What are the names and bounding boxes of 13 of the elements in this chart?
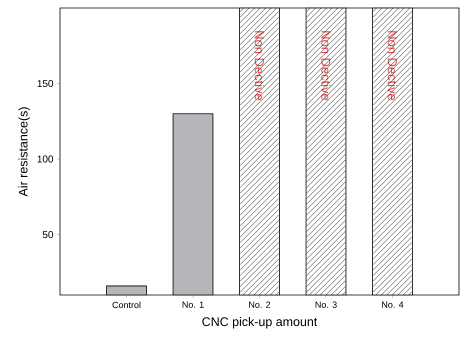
x-tick-label: No. 1 bbox=[182, 302, 204, 308]
x-tick-label: Control bbox=[112, 302, 140, 308]
y-tick-label: 100 bbox=[38, 156, 54, 163]
data-label: Non Dective bbox=[254, 31, 264, 100]
y-axis-title: Air resistance(s) bbox=[18, 107, 30, 196]
x-axis-title: CNC pick-up amount bbox=[202, 316, 318, 329]
data-label: Non Dective bbox=[321, 31, 331, 100]
data-label: Non Dective bbox=[388, 31, 398, 100]
y-tick-label: 50 bbox=[42, 231, 54, 238]
y-tick-label: 150 bbox=[38, 80, 54, 88]
x-tick-label: No. 2 bbox=[249, 302, 270, 308]
x-tick-label: No. 3 bbox=[316, 302, 337, 308]
x-tick-label: No. 4 bbox=[382, 302, 404, 308]
